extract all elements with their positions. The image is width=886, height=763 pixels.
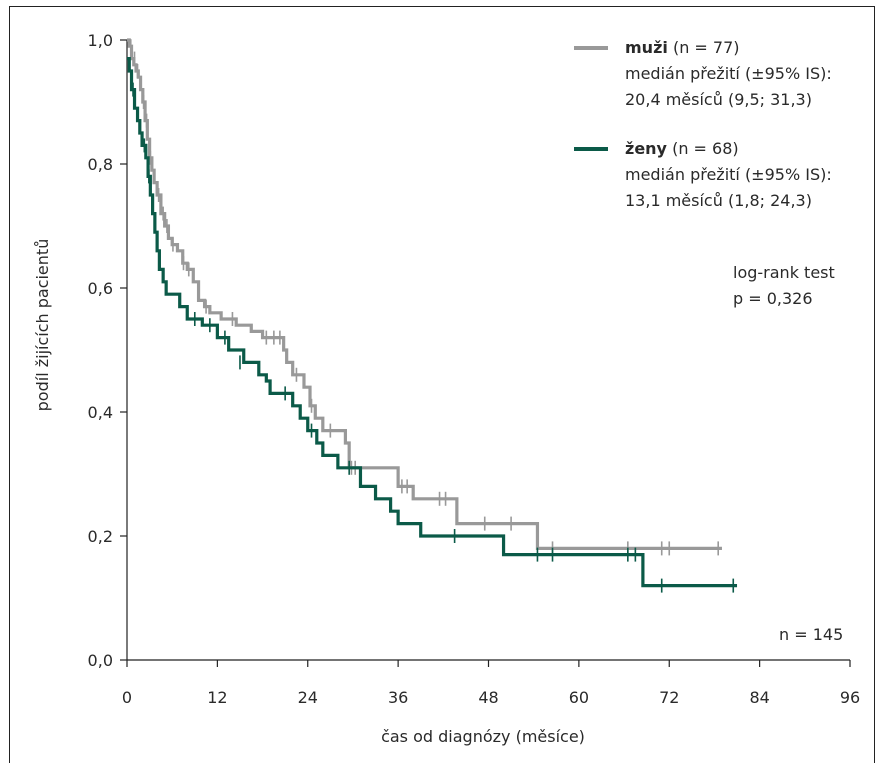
legend-median-value-zeny: 13,1 měsíců (1,8; 24,3) — [625, 191, 812, 210]
logrank-p-value: p = 0,326 — [733, 289, 813, 308]
legend-entry-muzi: muži (n = 77) — [625, 38, 740, 57]
x-tick-label: 72 — [659, 688, 679, 707]
legend-n-zeny: (n = 68) — [667, 139, 739, 158]
x-tick-label: 60 — [569, 688, 589, 707]
legend-entry-zeny: ženy (n = 68) — [625, 139, 739, 158]
logrank-label: log-rank test — [733, 263, 835, 282]
y-tick-label: 0,8 — [88, 155, 113, 174]
legend-median-label-muzi: medián přežití (±95% IS): — [625, 64, 832, 83]
total-n-label: n = 145 — [779, 625, 843, 644]
y-axis-title: podíl žijících pacientů — [33, 239, 52, 412]
legend: muži (n = 77) medián přežití (±95% IS): … — [574, 38, 832, 210]
y-tick-label: 0,2 — [88, 527, 113, 546]
y-tick-label: 1,0 — [88, 31, 113, 50]
x-tick-label: 24 — [298, 688, 318, 707]
legend-n-muzi: (n = 77) — [668, 38, 740, 57]
x-tick-label: 96 — [840, 688, 860, 707]
chart-frame — [9, 6, 875, 763]
legend-median-label-zeny: medián přežití (±95% IS): — [625, 165, 832, 184]
x-tick-label: 36 — [388, 688, 408, 707]
x-tick-label: 12 — [207, 688, 227, 707]
x-tick-label: 48 — [478, 688, 498, 707]
legend-median-value-muzi: 20,4 měsíců (9,5; 31,3) — [625, 90, 812, 109]
x-axis-title: čas od diagnózy (měsíce) — [381, 727, 585, 746]
x-tick-label: 84 — [749, 688, 769, 707]
x-tick-label: 0 — [122, 688, 132, 707]
legend-name-muzi: muži — [625, 38, 668, 57]
series-line-zeny — [127, 57, 738, 588]
y-tick-label: 0,0 — [88, 651, 113, 670]
legend-name-zeny: ženy — [625, 139, 668, 158]
y-tick-label: 0,6 — [88, 279, 113, 298]
series-line-muzi — [127, 38, 722, 550]
y-tick-label: 0,4 — [88, 403, 113, 422]
